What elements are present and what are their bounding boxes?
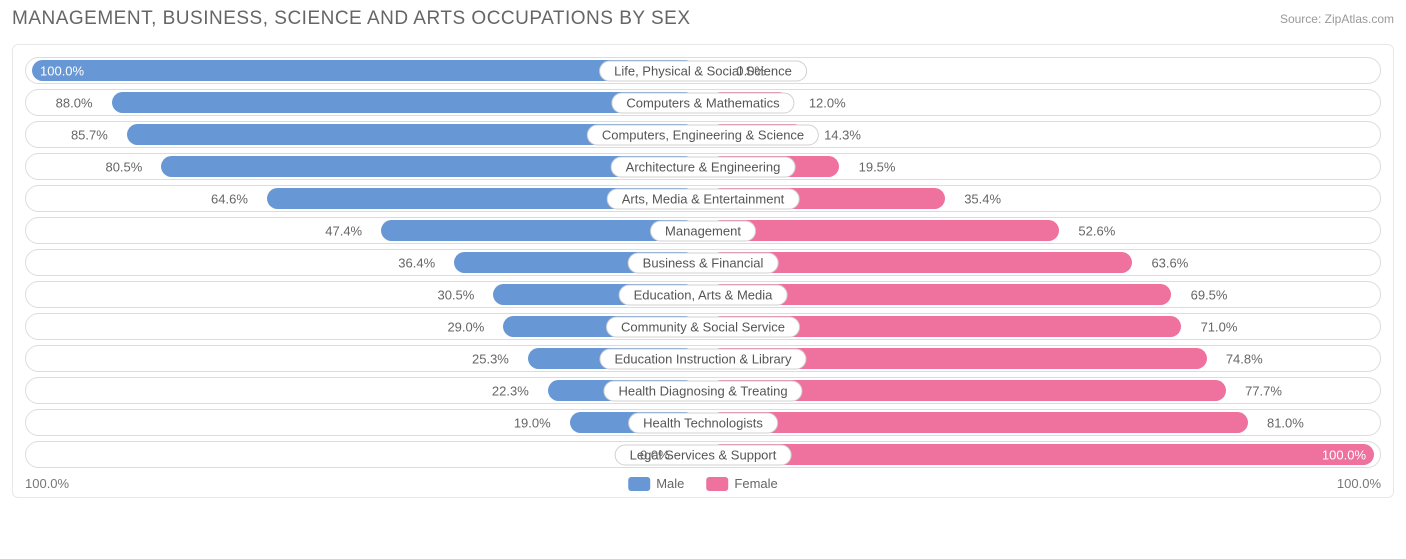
- female-pct: 100.0%: [1322, 447, 1366, 462]
- chart-footer: 100.0% Male Female 100.0%: [25, 476, 1381, 491]
- chart-title: MANAGEMENT, BUSINESS, SCIENCE AND ARTS O…: [12, 8, 691, 30]
- male-bar: [32, 60, 696, 81]
- female-pct: 71.0%: [1201, 319, 1238, 334]
- female-pct: 19.5%: [859, 159, 896, 174]
- chart-row: Architecture & Engineering 80.5% 19.5%: [25, 153, 1381, 180]
- category-label: Computers & Mathematics: [611, 92, 794, 113]
- female-pct: 81.0%: [1267, 415, 1304, 430]
- male-bar: [381, 220, 696, 241]
- chart-row: Computers & Mathematics 88.0% 12.0%: [25, 89, 1381, 116]
- male-pct: 100.0%: [40, 63, 84, 78]
- chart-header: MANAGEMENT, BUSINESS, SCIENCE AND ARTS O…: [12, 8, 1394, 30]
- chart-source: Source: ZipAtlas.com: [1280, 8, 1394, 26]
- category-label: Computers, Engineering & Science: [587, 124, 819, 145]
- legend-male-swatch: [628, 477, 650, 491]
- legend-male-label: Male: [656, 476, 684, 491]
- male-pct: 30.5%: [437, 287, 474, 302]
- chart-row: Health Diagnosing & Treating 22.3% 77.7%: [25, 377, 1381, 404]
- female-pct: 52.6%: [1078, 223, 1115, 238]
- axis-right-label: 100.0%: [1337, 476, 1381, 491]
- chart-row: Health Technologists 19.0% 81.0%: [25, 409, 1381, 436]
- female-pct: 63.6%: [1151, 255, 1188, 270]
- female-bar: [710, 412, 1248, 433]
- chart-row: Community & Social Service 29.0% 71.0%: [25, 313, 1381, 340]
- female-pct: 0.0%: [736, 63, 766, 78]
- chart-row: Education, Arts & Media 30.5% 69.5%: [25, 281, 1381, 308]
- category-label: Health Diagnosing & Treating: [603, 380, 802, 401]
- legend-female-label: Female: [734, 476, 777, 491]
- male-pct: 47.4%: [325, 223, 362, 238]
- chart-row: Management 47.4% 52.6%: [25, 217, 1381, 244]
- legend-male: Male: [628, 476, 684, 491]
- chart-row: Education Instruction & Library 25.3% 74.8…: [25, 345, 1381, 372]
- category-label: Education Instruction & Library: [599, 348, 806, 369]
- axis-left-label: 100.0%: [25, 476, 69, 491]
- female-pct: 74.8%: [1226, 351, 1263, 366]
- category-label: Community & Social Service: [606, 316, 800, 337]
- category-label: Architecture & Engineering: [611, 156, 796, 177]
- male-pct: 25.3%: [472, 351, 509, 366]
- category-label: Life, Physical & Social Science: [599, 60, 807, 81]
- legend-female-swatch: [706, 477, 728, 491]
- chart-row: Business & Financial 36.4% 63.6%: [25, 249, 1381, 276]
- male-pct: 80.5%: [105, 159, 142, 174]
- male-pct: 29.0%: [447, 319, 484, 334]
- male-pct: 19.0%: [514, 415, 551, 430]
- female-pct: 14.3%: [824, 127, 861, 142]
- chart-row: Life, Physical & Social Science 100.0% 0.0…: [25, 57, 1381, 84]
- male-pct: 22.3%: [492, 383, 529, 398]
- male-pct: 64.6%: [211, 191, 248, 206]
- category-label: Management: [650, 220, 756, 241]
- male-pct: 85.7%: [71, 127, 108, 142]
- female-bar: [710, 220, 1059, 241]
- chart-legend: Male Female: [628, 476, 778, 491]
- legend-female: Female: [706, 476, 777, 491]
- category-label: Education, Arts & Media: [619, 284, 788, 305]
- chart-row: Legal Services & Support0.0%100.0%: [25, 441, 1381, 468]
- female-bar: [710, 444, 1374, 465]
- chart-row: Computers, Engineering & Science 85.7% 14.…: [25, 121, 1381, 148]
- chart-row: Arts, Media & Entertainment 64.6% 35.4%: [25, 185, 1381, 212]
- male-pct: 88.0%: [56, 95, 93, 110]
- male-bar: [112, 92, 696, 113]
- category-label: Health Technologists: [628, 412, 778, 433]
- female-pct: 35.4%: [964, 191, 1001, 206]
- female-pct: 77.7%: [1245, 383, 1282, 398]
- female-pct: 12.0%: [809, 95, 846, 110]
- chart-area: Life, Physical & Social Science 100.0% 0.0…: [12, 44, 1394, 498]
- chart-rows: Life, Physical & Social Science 100.0% 0.0…: [25, 57, 1381, 468]
- male-pct: 0.0%: [640, 447, 670, 462]
- male-pct: 36.4%: [398, 255, 435, 270]
- category-label: Business & Financial: [628, 252, 779, 273]
- category-label: Arts, Media & Entertainment: [607, 188, 800, 209]
- female-pct: 69.5%: [1191, 287, 1228, 302]
